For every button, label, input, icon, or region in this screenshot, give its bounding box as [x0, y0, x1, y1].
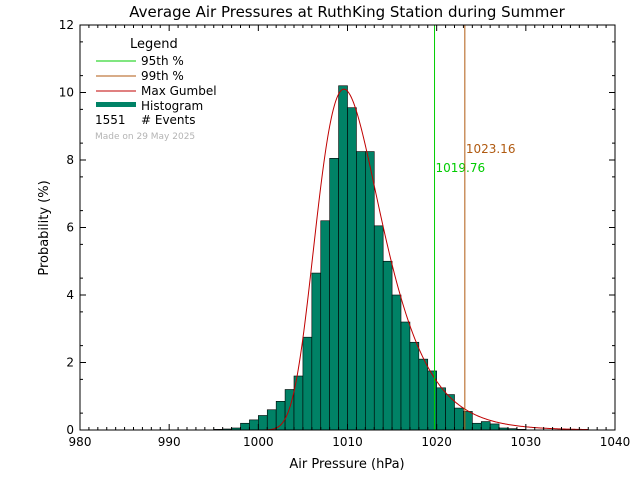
- histogram-bar: [472, 422, 482, 431]
- x-tick-label: 1010: [332, 435, 363, 449]
- legend-histogram-swatch: [96, 102, 136, 107]
- histogram-bar: [347, 107, 357, 431]
- percentile-label: 1023.16: [466, 142, 516, 156]
- x-tick-label: 990: [158, 435, 181, 449]
- histogram-bar: [365, 151, 375, 431]
- histogram-bar: [275, 401, 286, 431]
- histogram-bar: [311, 272, 322, 431]
- histogram-bar: [240, 422, 250, 431]
- legend-title: Legend: [130, 37, 178, 52]
- histogram-bar: [329, 158, 339, 431]
- x-tick-label: 980: [69, 435, 92, 449]
- legend-99th-label: 99th %: [141, 69, 184, 83]
- histogram-bar: [266, 409, 277, 431]
- histogram-bar: [373, 225, 384, 431]
- histogram-bar: [338, 85, 348, 431]
- histogram-bar: [489, 423, 500, 431]
- histogram-bar: [391, 294, 402, 431]
- x-tick-label: 1000: [243, 435, 274, 449]
- histogram-bar: [409, 341, 420, 431]
- percentile-label: 1019.76: [436, 161, 486, 175]
- histogram-bar: [249, 419, 259, 431]
- legend-histogram-label: Histogram: [141, 99, 203, 113]
- x-axis-label: Air Pressure (hPa): [289, 457, 404, 472]
- axes: 980 990 1000 1010 1020 1030 1040 0 2 4 6 8 10 12: [59, 18, 631, 449]
- histogram-bar: [418, 358, 429, 431]
- chart-title: Average Air Pressures at RuthKing Statio…: [129, 3, 565, 21]
- y-tick-label: 10: [59, 86, 74, 100]
- legend-95th-label: 95th %: [141, 54, 184, 68]
- histogram-bar: [382, 260, 393, 431]
- legend-events-count: 1551: [95, 113, 126, 127]
- y-tick-label: 4: [66, 288, 74, 302]
- histogram-layer: [213, 85, 527, 431]
- histogram-bar: [258, 415, 268, 431]
- legend-gumbel-label: Max Gumbel: [141, 84, 217, 98]
- legend: Legend 95th % 99th % Max Gumbel Histogra…: [95, 37, 217, 142]
- legend-events-label: # Events: [141, 113, 196, 127]
- y-tick-label: 12: [59, 18, 74, 32]
- histogram-bar: [320, 220, 330, 431]
- x-tick-label: 1040: [600, 435, 631, 449]
- histogram-bar: [436, 387, 446, 431]
- histogram-bar: [454, 407, 464, 431]
- percentile-lines: 1019.76 1023.16: [434, 25, 516, 430]
- histogram-bar: [356, 151, 366, 431]
- histogram-bar: [480, 421, 491, 431]
- histogram-bar: [400, 321, 411, 431]
- x-tick-label: 1020: [421, 435, 452, 449]
- y-tick-label: 2: [66, 356, 74, 370]
- histogram-bar: [302, 336, 313, 431]
- x-tick-label: 1030: [511, 435, 542, 449]
- made-on-note: Made on 29 May 2025: [95, 132, 195, 142]
- y-tick-label: 0: [66, 423, 74, 437]
- y-tick-label: 6: [66, 221, 74, 235]
- y-tick-label: 8: [66, 153, 74, 167]
- y-axis-label: Probability (%): [37, 180, 52, 275]
